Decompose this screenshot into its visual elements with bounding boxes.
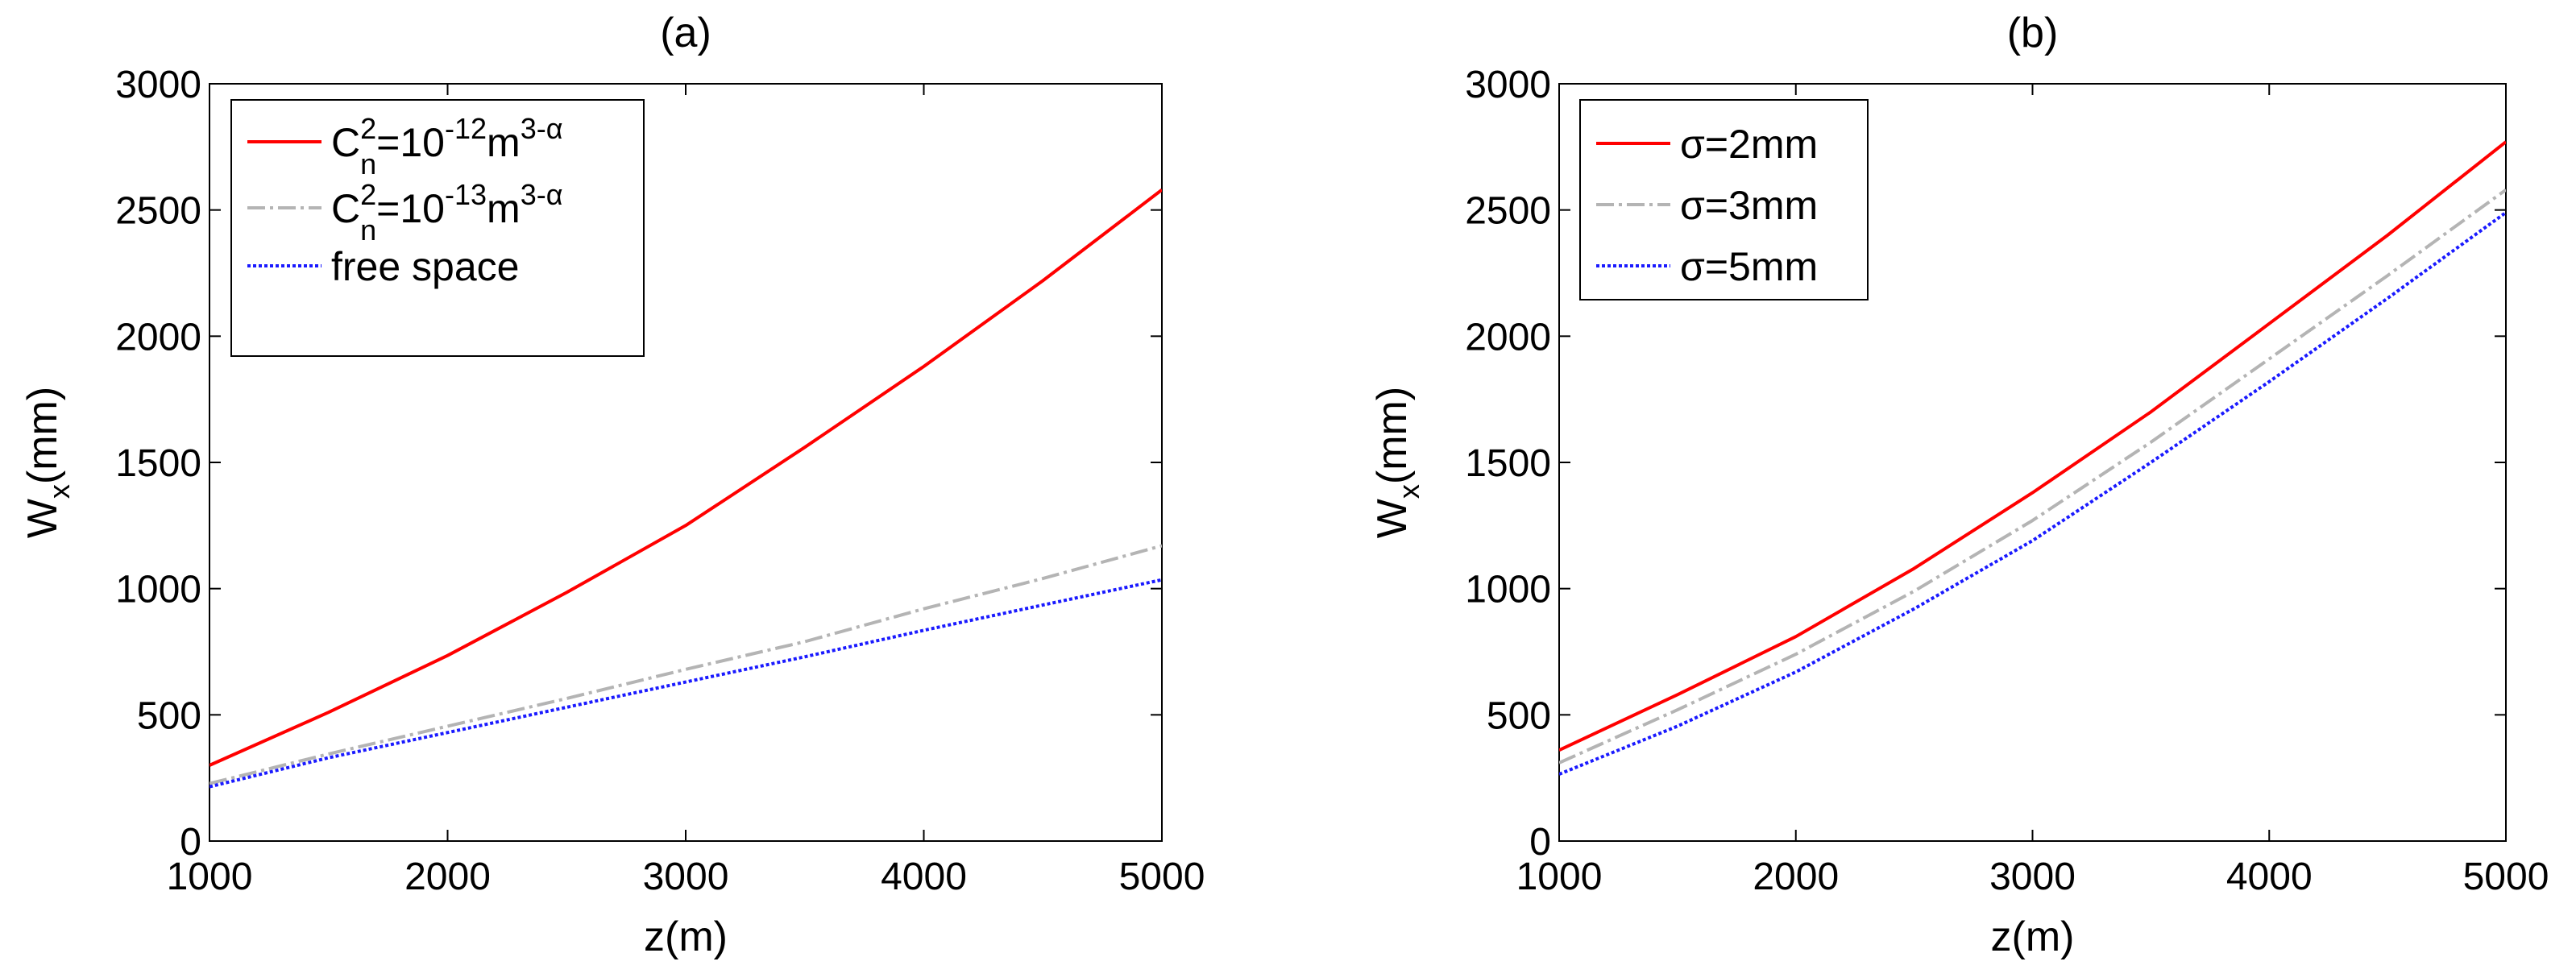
series-line-0 [209,189,1162,767]
legend-unit-exp: 3-α [521,178,563,211]
x-axis-label-text: z(m) [1991,914,2075,960]
legend-unit-exp: 3-α [521,112,563,145]
y-tick-label: 2000 [1465,316,1551,358]
x-tick-label: 5000 [1119,856,1205,898]
x-tick-label: 4000 [881,856,967,898]
legend-text: free space [331,244,519,289]
y-axis-label-main: W [19,499,66,538]
legend-sub: n [360,147,376,180]
y-axis-label: Wx(mm) [1369,387,1425,538]
legend-text: σ=3mm [1680,183,1818,228]
x-tick-label: 2000 [1753,856,1839,898]
legend-box [1579,99,1869,300]
y-tick-label: 1000 [115,569,201,611]
legend-exp: -12 [445,112,487,145]
y-tick-label: 1500 [115,442,201,485]
legend-unit: m [487,186,521,231]
legend-sub: n [360,213,376,247]
legend-label-2: free space [331,244,519,289]
legend-text: σ=5mm [1680,244,1818,289]
y-tick-label: 2000 [115,316,201,358]
y-axis-label-subscript: x [1392,484,1425,499]
series-line-2 [1559,211,2506,776]
x-tick-label: 5000 [2463,856,2549,898]
legend-sup: 2 [360,112,376,145]
chart-panel-b: (b) 1000 2000 3000 4000 5000 0 500 1000 1500 2000 2… [1369,10,2549,960]
legend-unit: m [487,120,521,165]
x-tick-label: 4000 [2226,856,2313,898]
legend-label-0: C2 n=10-12m3-α [331,112,563,180]
legend-label-0: σ=2mm [1680,122,1818,167]
y-tick-label: 3000 [115,64,201,106]
y-tick-label: 500 [137,694,201,737]
legend-label-1: σ=3mm [1680,183,1818,228]
y-axis-label-subscript: x [43,484,76,499]
series-line-1 [209,544,1162,785]
legend-c: C [331,120,360,165]
y-tick-label: 3000 [1465,64,1551,106]
y-tick-label: 0 [1529,821,1551,864]
legend-text: σ=2mm [1680,122,1818,167]
y-axis-label-main: W [1369,499,1416,538]
chart-title: (a) [660,10,711,56]
y-tick-label: 2500 [1465,190,1551,233]
y-tick-label: 0 [180,821,201,864]
x-tick-label: 2000 [404,856,491,898]
legend: σ=2mm σ=3mm σ=5mm [1579,99,1869,300]
x-axis-label-text: z(m) [644,914,728,960]
y-tick-label: 1500 [1465,442,1551,485]
y-tick-label: 500 [1487,694,1551,737]
legend-c: C [331,186,360,231]
legend-sup: 2 [360,178,376,211]
series-line-2 [209,578,1162,789]
x-axis-label: z(m) [1991,914,2075,960]
x-tick-label: 1000 [167,856,253,898]
x-tick-label: 1000 [1516,856,1603,898]
chart-title: (b) [2007,10,2059,56]
y-tick-label: 2500 [115,190,201,233]
legend-mid: =10 [376,186,445,231]
y-axis-label-unit: (mm) [1369,387,1416,484]
series-line-1 [1559,188,2506,765]
legend-mid: =10 [376,120,445,165]
chart-panel-a: (a) 1000 2000 3000 4000 5000 0 500 1000 1500 2000 2… [19,10,1205,960]
y-tick-label: 1000 [1465,569,1551,611]
x-axis-label: z(m) [644,914,728,960]
series-line-0 [1559,140,2506,752]
legend-label-1: C2 n=10-13m3-α [331,178,563,247]
legend-label-2: σ=5mm [1680,244,1818,289]
legend-exp: -13 [445,178,487,211]
x-tick-label: 3000 [643,856,729,898]
y-axis-label: Wx(mm) [19,387,76,538]
x-tick-label: 3000 [1989,856,2076,898]
y-axis-label-unit: (mm) [19,387,66,484]
